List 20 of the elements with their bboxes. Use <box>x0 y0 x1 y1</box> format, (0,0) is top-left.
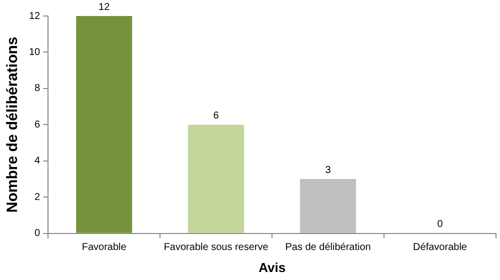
y-tick-label: 6 <box>34 119 41 130</box>
bar <box>76 16 132 233</box>
data-label: 12 <box>98 2 110 13</box>
bar <box>300 179 356 233</box>
x-tick-label: Favorable <box>82 242 127 254</box>
x-tick-label: Défavorable <box>413 242 468 254</box>
data-label: 3 <box>325 164 332 176</box>
y-tick-label: 2 <box>34 192 41 203</box>
y-tick-label: 4 <box>34 156 41 167</box>
data-label: 0 <box>437 219 444 230</box>
y-tick-label: 10 <box>29 46 41 58</box>
x-axis-title: Avis <box>258 260 286 275</box>
y-tick-label: 0 <box>34 228 41 240</box>
y-tick-label: 12 <box>29 10 41 22</box>
y-axis-title: Nombre de délibérations <box>4 36 22 213</box>
x-tick-label: Favorable sous reserve <box>164 242 269 254</box>
data-label: 6 <box>213 110 220 122</box>
y-tick-label: 8 <box>34 83 41 94</box>
bar <box>188 124 244 233</box>
x-tick-label: Pas de délibération <box>285 242 371 254</box>
